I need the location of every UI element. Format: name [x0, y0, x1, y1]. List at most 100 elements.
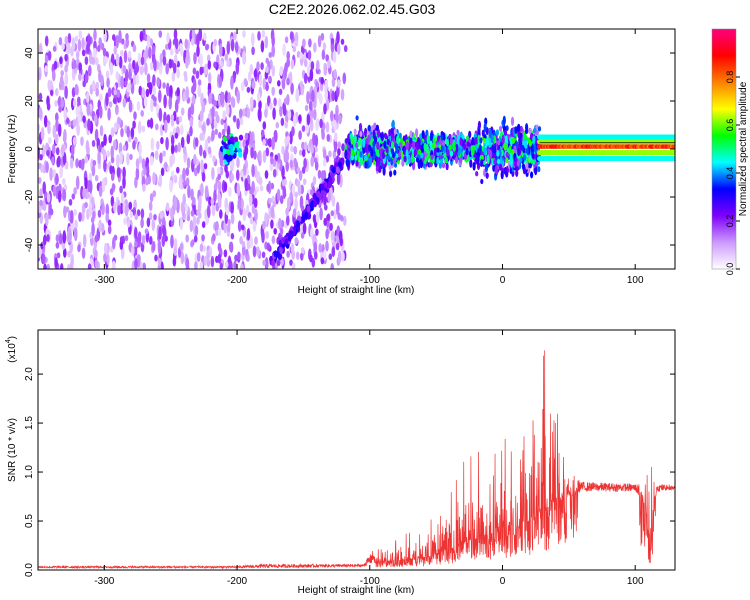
spectrogram-cell [333, 120, 337, 132]
spectrogram-cell [107, 107, 111, 121]
spectrogram-cell [483, 147, 487, 155]
spectrogram-cell [158, 30, 163, 38]
spectrogram-cell [71, 37, 76, 51]
spectrogram-cell [207, 72, 212, 84]
spectrogram-cell [150, 137, 155, 151]
spectrogram-cell [469, 159, 473, 168]
spectrogram-cell [364, 127, 368, 138]
spectrogram-cell [85, 139, 90, 154]
spectrogram-cell [189, 116, 194, 128]
spectrogram-cell [86, 102, 91, 117]
spectrogram-cell [156, 140, 160, 151]
spectrogram-cell [174, 37, 179, 50]
spectrogram-cell [272, 107, 276, 120]
spectrogram-cell [309, 254, 313, 263]
spectrogram-cell [230, 75, 234, 90]
spectrogram-cell [334, 132, 338, 143]
spectrogram-cell [261, 29, 266, 38]
spectrogram-cell [140, 109, 144, 117]
spectrogram-cell [430, 154, 434, 160]
spectrogram-cell [78, 30, 83, 40]
spectrogram-cell [166, 114, 171, 124]
spectrogram-cell [251, 46, 255, 56]
x-tick-label: -100 [360, 275, 380, 286]
spectrogram-cell [273, 97, 277, 107]
spectrogram-cell [500, 170, 504, 180]
spectrogram-cell [51, 156, 55, 165]
spectrogram-cell [499, 163, 503, 171]
spectrogram-cell [405, 149, 409, 158]
spectrogram-cell [294, 40, 299, 47]
spectrogram-cell [322, 149, 327, 159]
spectrogram-cell [291, 262, 296, 269]
spectrogram-cell [294, 236, 299, 245]
spectrogram-cell [142, 262, 146, 269]
spectrogram-cell [264, 257, 269, 269]
spectrogram-cell [241, 224, 245, 231]
spectrogram-cell [347, 150, 351, 160]
spectrogram-cell [325, 228, 329, 240]
spectrogram-cell [398, 132, 402, 140]
spectrogram-cell [198, 195, 202, 207]
spectrogram-cell [295, 251, 300, 260]
spectrogram-cell [67, 32, 72, 44]
spectrogram-cell [344, 149, 348, 160]
spectrogram-cell [82, 234, 87, 248]
spectrogram-cell [211, 106, 215, 120]
spectrogram-cell [182, 167, 186, 182]
spectrogram-cell [239, 108, 243, 118]
spectrogram-cell [295, 220, 300, 228]
spectrogram-cell [490, 134, 494, 143]
spectrogram-cell [265, 83, 269, 92]
spectrogram-cell [101, 147, 105, 155]
spectrogram-cell [270, 182, 275, 190]
spectrogram-cell [266, 242, 271, 252]
spectrogram-cell [97, 44, 101, 53]
spectrogram-cell [216, 166, 221, 176]
snr-scale-exponent: 4 [5, 339, 12, 343]
spectrogram-cell [59, 263, 64, 269]
spectrogram-cell [256, 246, 260, 257]
spectrogram-cell [271, 35, 276, 47]
spectrogram-cell [228, 155, 233, 162]
spectrogram-cell [390, 128, 394, 134]
spectrogram-cell [265, 230, 269, 240]
spectrogram-cell [55, 119, 59, 132]
spectrogram-cell [376, 128, 381, 138]
spectrogram-cell [211, 204, 216, 217]
spectrogram-cell [143, 96, 148, 108]
spectrogram-cell [137, 52, 142, 67]
spectrogram-cell [340, 38, 345, 45]
spectrogram-cell [95, 87, 99, 97]
spectrogram-cell [217, 173, 221, 181]
spectrogram-cell [116, 166, 121, 179]
spectrogram-cell [57, 123, 62, 137]
spectrogram-cell [201, 221, 206, 229]
spectrogram-cell [472, 161, 476, 171]
spectrogram-cell [494, 165, 498, 175]
spectrogram-cell [81, 211, 85, 222]
spectrogram-cell [279, 106, 283, 117]
spectrogram-cell [84, 56, 89, 65]
spectrogram-cell [98, 185, 103, 198]
spectrogram-cell [155, 103, 160, 114]
spectrogram-cell [140, 217, 144, 229]
spectrogram-cell [324, 88, 329, 101]
spectrogram-cell [113, 45, 118, 55]
spectrogram-cell [121, 38, 125, 45]
spectrogram-cell [98, 219, 102, 233]
spectrogram-cell [484, 163, 489, 173]
spectrogram-cell [211, 167, 215, 181]
spectrogram-cell [289, 159, 294, 168]
spectrogram-cell [532, 135, 536, 144]
spectrogram-cell [152, 190, 157, 198]
spectrogram-cell [151, 240, 156, 252]
spectrogram-cell [401, 160, 405, 167]
spectrogram-cell [170, 234, 174, 249]
spectrogram-cell [145, 163, 150, 178]
spectrogram-cell [262, 138, 266, 146]
spectrogram-cell [267, 138, 271, 147]
spectrogram-cell [302, 38, 306, 48]
spectrogram-cell [69, 157, 74, 169]
spectrogram-cell [152, 85, 156, 96]
